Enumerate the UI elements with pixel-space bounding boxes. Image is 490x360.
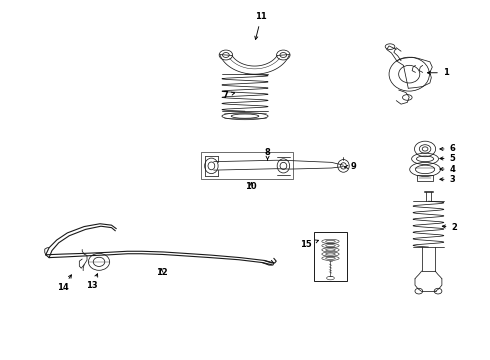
- Bar: [201, 153, 293, 179]
- Text: 9: 9: [344, 162, 356, 171]
- Text: 11: 11: [255, 12, 267, 40]
- Text: 8: 8: [265, 148, 270, 160]
- Text: 6: 6: [440, 144, 455, 153]
- Text: 7: 7: [223, 91, 235, 100]
- Text: 12: 12: [155, 268, 167, 277]
- Bar: [314, 232, 347, 281]
- Text: 3: 3: [440, 175, 455, 184]
- Text: 13: 13: [86, 274, 98, 290]
- Text: 2: 2: [442, 223, 457, 232]
- Text: 5: 5: [440, 154, 455, 163]
- Bar: [417, 175, 433, 181]
- Text: 14: 14: [57, 275, 72, 292]
- Text: 15: 15: [300, 240, 318, 249]
- Text: 4: 4: [440, 165, 455, 174]
- Text: 1: 1: [427, 68, 449, 77]
- Text: 10: 10: [245, 182, 257, 191]
